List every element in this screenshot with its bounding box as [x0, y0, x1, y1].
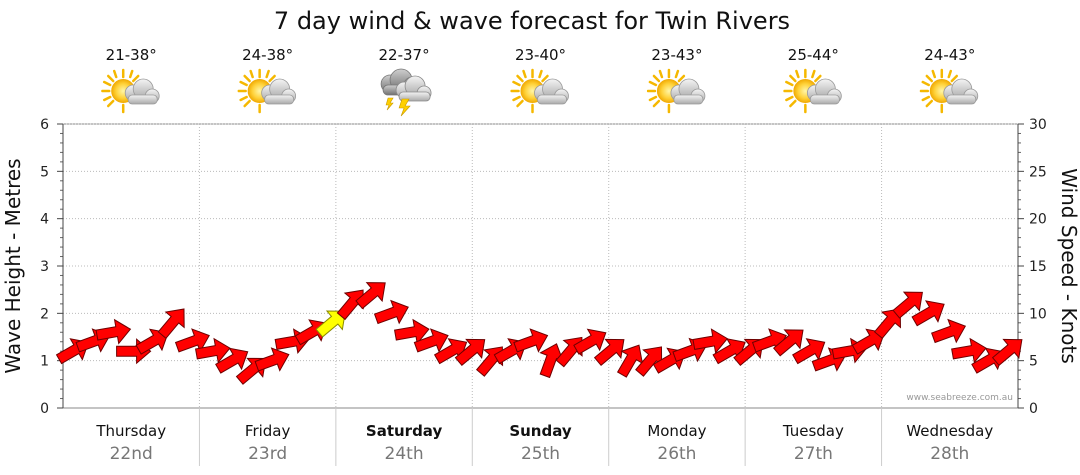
wind-arrow [95, 318, 132, 345]
day-temperature: 21-38° [106, 46, 157, 64]
day-name: Wednesday [906, 422, 993, 440]
wind-arrow [373, 299, 409, 325]
left-axis-label: Wave Height - Metres [1, 158, 25, 373]
chart-title: 7 day wind & wave forecast for Twin Rive… [274, 7, 790, 35]
day-temperature: 25-44° [788, 46, 839, 64]
day-name: Sunday [509, 422, 572, 440]
day-date: 27th [794, 444, 833, 464]
right-y-axis: 0 5 10 15 20 25 30 [1017, 117, 1047, 417]
day-name: Friday [245, 422, 291, 440]
wind-arrow [254, 347, 290, 372]
wind-arrow [851, 328, 886, 355]
wind-arrow [616, 344, 644, 378]
wind-arrow [635, 346, 663, 377]
wind-arrow [174, 328, 210, 353]
left-tick-label: 4 [40, 212, 49, 228]
wind-arrow [215, 347, 249, 374]
partly-sunny-icon [783, 68, 843, 114]
wind-arrow [873, 308, 901, 339]
wind-arrow [991, 338, 1023, 367]
right-tick-label: 25 [1029, 164, 1047, 180]
wind-arrow [573, 328, 607, 355]
wind-arrow [792, 338, 826, 365]
wind-arrow [513, 328, 549, 353]
day-temperature: 23-40° [515, 46, 566, 64]
wind-arrow [355, 282, 386, 310]
credit-text: www.seabreeze.com.au [906, 393, 1013, 403]
day-name: Thursday [95, 422, 166, 440]
day-date: 26th [657, 444, 696, 464]
storm-icon [380, 68, 432, 117]
wind-arrow [413, 328, 449, 353]
day-date: 23rd [248, 444, 287, 464]
left-tick-label: 2 [40, 306, 49, 322]
day-name: Monday [647, 422, 706, 440]
wind-arrows [55, 282, 1023, 385]
day-name: Tuesday [782, 422, 844, 440]
wind-arrow [931, 318, 967, 344]
wind-arrow [892, 291, 923, 319]
left-tick-label: 1 [40, 354, 49, 370]
right-tick-label: 30 [1029, 117, 1047, 133]
left-y-axis: 0 1 2 3 4 5 6 [40, 117, 64, 417]
day-date: 22nd [110, 444, 153, 464]
wind-arrow [157, 308, 185, 339]
left-tick-label: 3 [40, 259, 49, 275]
right-tick-label: 10 [1029, 306, 1047, 322]
right-tick-label: 5 [1029, 354, 1038, 370]
right-tick-label: 15 [1029, 259, 1047, 275]
partly-sunny-icon [919, 68, 980, 114]
wind-arrow [135, 328, 169, 355]
wind-arrow [692, 328, 729, 354]
partly-sunny-icon [646, 68, 707, 114]
wind-arrow [194, 337, 231, 364]
wind-arrow-current [315, 310, 346, 338]
day-temperature: 23-43° [651, 46, 702, 64]
left-tick-label: 5 [40, 164, 49, 180]
wind-arrow [393, 318, 430, 345]
wind-arrow [593, 338, 625, 367]
right-tick-label: 0 [1029, 401, 1038, 417]
partly-sunny-icon [510, 68, 570, 114]
right-axis-label: Wind Speed - Knots [1057, 168, 1080, 364]
day-date: 25th [521, 444, 560, 464]
wind-arrow [539, 343, 564, 379]
day-name: Saturday [366, 422, 443, 440]
day-temperature: 24-38° [242, 46, 293, 64]
wind-arrow [773, 329, 804, 357]
day-date: 28th [930, 444, 969, 464]
right-tick-label: 20 [1029, 212, 1047, 228]
left-tick-label: 6 [40, 117, 49, 133]
day-temperature: 24-43° [924, 46, 975, 64]
partly-sunny-icon [237, 68, 297, 114]
day-temperature: 22-37° [379, 46, 430, 64]
day-labels: Thursday 22nd Friday 23rd Saturday 24th Sunday… [95, 422, 993, 464]
wind-arrow [951, 337, 987, 364]
partly-sunny-icon [101, 68, 161, 114]
wind-arrow [911, 300, 945, 327]
day-date: 24th [385, 444, 424, 464]
left-tick-label: 0 [40, 401, 49, 417]
daily-weather-header: 21-38° 24-38° 22-37° 23-40° 23-43° 25-44° 24-4… [101, 46, 980, 117]
wind-arrow [454, 338, 486, 367]
